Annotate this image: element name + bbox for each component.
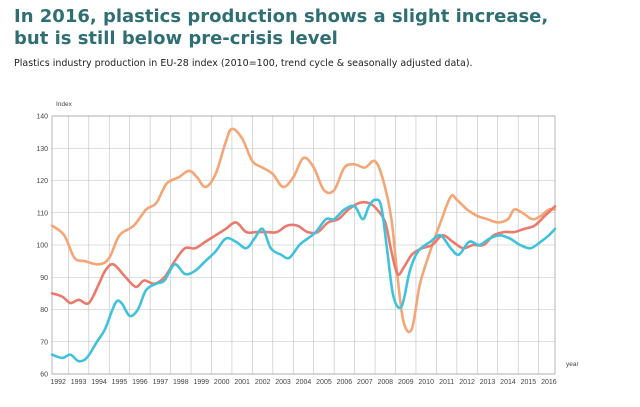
x-tick-label: 2013 [480, 379, 496, 386]
title-line-2: but is still below pre-crisis level [14, 28, 338, 49]
y-tick-label: 110 [37, 210, 48, 217]
chart-subtitle: Plastics industry production in EU-28 in… [14, 58, 473, 69]
series-line-3 [50, 198, 557, 363]
x-tick-label: 2003 [275, 379, 291, 386]
x-tick-label: 2010 [418, 379, 434, 386]
y-axis-label: Index [56, 101, 73, 108]
x-tick-label: 2012 [459, 379, 475, 386]
x-tick-label: 2015 [521, 379, 537, 386]
grid [51, 115, 556, 375]
x-tick-label: 2014 [500, 379, 516, 386]
y-tick-label: 100 [36, 243, 48, 250]
x-tick-label: 2011 [439, 379, 454, 386]
x-tick-label: 2004 [296, 379, 312, 386]
x-axis-label: year [566, 361, 579, 368]
x-tick-label: 1997 [153, 379, 169, 386]
y-tick-label: 130 [36, 146, 48, 153]
y-tick-label: 120 [36, 178, 48, 185]
x-tick-label: 1999 [193, 379, 209, 386]
x-tick-label: 2000 [214, 379, 230, 386]
x-tick-label: 2008 [377, 379, 393, 386]
x-tick-label: 2016 [541, 379, 557, 386]
y-tick-label: 70 [40, 339, 48, 346]
x-tick-label: 2005 [316, 379, 332, 386]
x-tick-label: 2002 [255, 379, 271, 386]
x-tick-label: 1998 [173, 379, 189, 386]
series-line-2 [50, 200, 557, 305]
chart-title: In 2016, plastics production shows a sli… [14, 6, 614, 50]
plot-frame [51, 115, 556, 375]
x-tick-label: 2001 [234, 379, 250, 386]
series-line-1 [50, 127, 557, 334]
x-tick-label: 1993 [71, 379, 87, 386]
y-tick-label: 60 [40, 372, 48, 379]
x-tick-label: 2006 [337, 379, 353, 386]
x-tick-label: 1995 [112, 379, 128, 386]
title-line-1: In 2016, plastics production shows a sli… [14, 6, 549, 27]
x-tick-label: 2007 [357, 379, 373, 386]
x-tick-label: 1996 [132, 379, 148, 386]
x-tick-label: 2009 [398, 379, 414, 386]
y-tick-label: 90 [40, 275, 48, 282]
x-tick-label: 1994 [91, 379, 107, 386]
series-layer [50, 127, 557, 363]
x-tick-label: 1992 [50, 379, 66, 386]
y-tick-label: 140 [36, 114, 48, 121]
axes: 60 70 80 90 100 110 120 130 140 1992 1993 1994 1995 1… [36, 114, 556, 387]
y-tick-label: 80 [40, 307, 48, 314]
